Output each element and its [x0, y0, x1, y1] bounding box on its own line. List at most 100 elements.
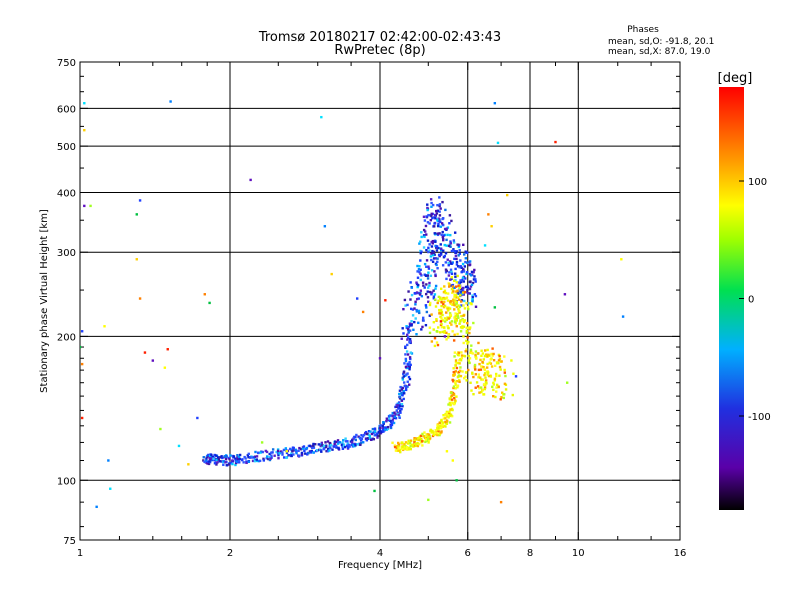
- data-point: [433, 337, 437, 340]
- data-point: [457, 284, 460, 287]
- data-point: [476, 385, 480, 388]
- data-point: [397, 449, 400, 452]
- data-point: [482, 393, 486, 396]
- data-point: [135, 258, 138, 261]
- data-point: [317, 443, 320, 446]
- data-point: [428, 326, 432, 329]
- data-point: [457, 353, 460, 357]
- data-point: [209, 456, 213, 459]
- data-point: [237, 459, 240, 463]
- data-point: [285, 456, 288, 460]
- data-point: [407, 330, 411, 333]
- data-point: [329, 446, 332, 450]
- data-point: [463, 299, 466, 303]
- data-point: [465, 331, 468, 334]
- data-point: [453, 372, 456, 375]
- data-point: [458, 311, 461, 314]
- data-point: [352, 436, 356, 439]
- data-point: [440, 247, 443, 250]
- data-point: [458, 369, 462, 372]
- data-point: [359, 437, 363, 441]
- data-point: [424, 230, 427, 233]
- data-point: [456, 265, 460, 268]
- data-point: [406, 442, 410, 445]
- data-point: [423, 219, 427, 222]
- data-point: [479, 386, 483, 389]
- data-point: [461, 291, 465, 294]
- data-point: [426, 290, 429, 293]
- data-point: [470, 270, 474, 274]
- data-point: [220, 455, 223, 458]
- data-point: [446, 292, 450, 295]
- data-point: [433, 253, 436, 256]
- data-point: [444, 417, 447, 420]
- data-point: [459, 287, 463, 291]
- data-point: [247, 460, 250, 464]
- data-point: [207, 454, 210, 458]
- data-point: [467, 354, 470, 358]
- data-point: [453, 320, 457, 324]
- data-point: [399, 450, 402, 454]
- data-point: [395, 446, 398, 450]
- data-point: [450, 414, 454, 418]
- data-point: [445, 238, 448, 242]
- data-point: [469, 381, 472, 384]
- data-point: [453, 317, 457, 320]
- data-point: [397, 403, 400, 407]
- data-point: [447, 336, 450, 339]
- data-point: [409, 357, 412, 361]
- data-point: [290, 452, 293, 455]
- data-point: [404, 445, 408, 448]
- data-point: [471, 296, 474, 299]
- data-point: [388, 419, 392, 422]
- data-point: [349, 440, 353, 443]
- data-point: [369, 430, 372, 433]
- data-point: [425, 215, 428, 218]
- data-point: [497, 359, 501, 362]
- data-point: [430, 245, 434, 248]
- data-point: [455, 257, 458, 261]
- data-point: [436, 433, 439, 437]
- data-point: [245, 461, 248, 464]
- data-point: [467, 302, 470, 305]
- data-point: [471, 372, 474, 375]
- data-point: [492, 381, 495, 385]
- data-point: [454, 290, 458, 293]
- data-point: [425, 259, 429, 262]
- data-point: [441, 297, 445, 300]
- data-point: [378, 357, 382, 360]
- data-point: [424, 224, 428, 228]
- data-point: [457, 245, 460, 249]
- data-point: [472, 270, 475, 274]
- data-point: [445, 306, 449, 309]
- data-point: [411, 443, 414, 447]
- data-point: [326, 449, 330, 453]
- data-point: [326, 440, 330, 443]
- data-point: [429, 219, 433, 222]
- data-point: [448, 312, 452, 315]
- data-point: [309, 451, 313, 454]
- data-point: [454, 299, 457, 302]
- data-point: [412, 328, 415, 332]
- data-point: [364, 437, 368, 441]
- data-point: [483, 354, 487, 358]
- data-point: [457, 292, 460, 296]
- data-point: [415, 444, 418, 447]
- data-point: [454, 251, 457, 254]
- data-point: [470, 344, 473, 347]
- data-point: [451, 330, 454, 333]
- y-tick-label: 200: [57, 332, 76, 343]
- data-point: [483, 367, 486, 371]
- data-point: [395, 409, 398, 412]
- data-point: [419, 292, 422, 295]
- x-tick-label: 1: [77, 548, 83, 559]
- data-point: [271, 451, 274, 454]
- data-point: [466, 336, 469, 339]
- data-point: [462, 314, 465, 317]
- data-point: [348, 445, 351, 448]
- data-point: [435, 318, 438, 321]
- data-point: [402, 371, 406, 374]
- data-point: [439, 315, 442, 318]
- data-point: [427, 498, 430, 502]
- data-point: [379, 426, 382, 430]
